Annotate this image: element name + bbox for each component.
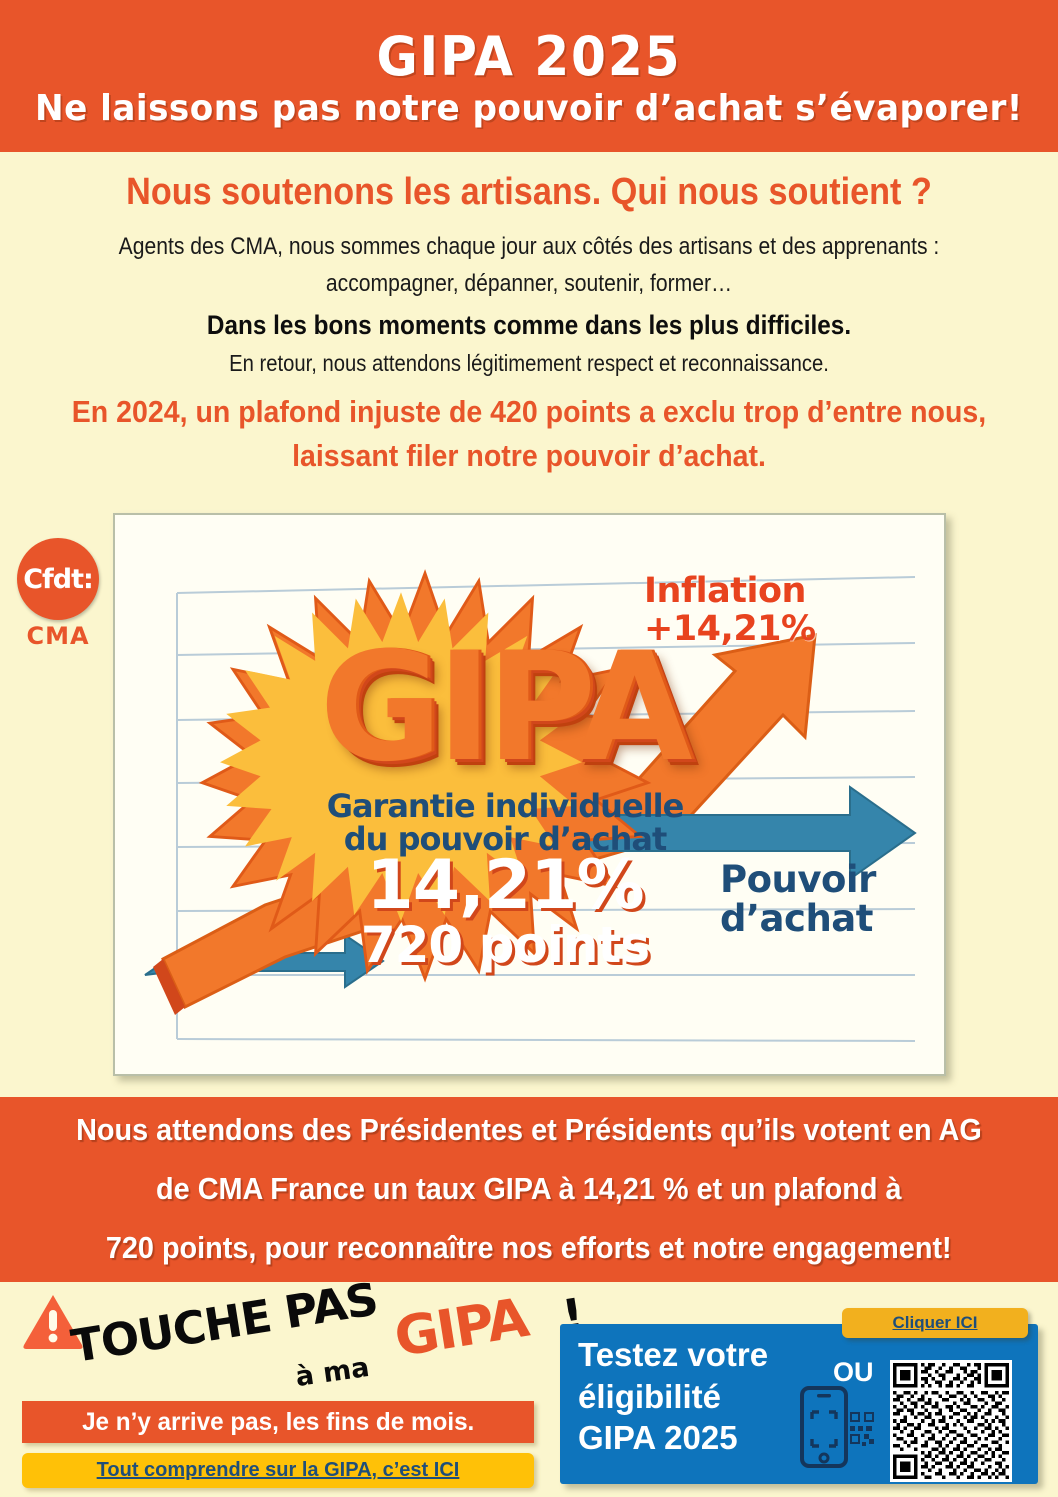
chart-title-gipa: GIPA xyxy=(319,621,692,795)
intro-highlight-line-1: En 2024, un plafond injuste de 420 point… xyxy=(71,394,987,430)
gipa-chart-illustration: GIPA Garantie individuelle du pouvoir d’… xyxy=(113,513,946,1076)
demand-line-3: 720 points, pour reconnaître nos efforts… xyxy=(106,1229,952,1265)
phone-scan-qr-icon xyxy=(800,1386,874,1468)
cliquer-ici-button[interactable]: Cliquer ICI xyxy=(842,1308,1028,1338)
eligibility-title-line-3: GIPA 2025 xyxy=(578,1419,738,1457)
page-title: GIPA 2025 xyxy=(376,24,682,88)
cfdt-logo-text: Cfdt: xyxy=(23,563,94,595)
demand-line-1: Nous attendons des Présidentes et Présid… xyxy=(76,1112,982,1148)
pouvoir-line-1: Pouvoir xyxy=(720,858,876,901)
eligibility-panel: Cliquer ICI Testez votre éligibilité GIP… xyxy=(560,1308,1038,1484)
eligibility-title-line-1: Testez votre xyxy=(578,1336,769,1373)
understand-gipa-link-button[interactable]: Tout comprendre sur la GIPA, c’est ICI xyxy=(22,1453,534,1488)
slogan-word-2: à ma xyxy=(293,1352,372,1393)
cfdt-logo-unit: CMA xyxy=(26,622,90,650)
warning-triangle-icon xyxy=(23,1295,83,1349)
inflation-value: +14,21% xyxy=(644,608,816,649)
intro-paragraph-line-2: accompagner, dépanner, soutenir, former… xyxy=(325,269,733,297)
eligibility-title: Testez votre éligibilité GIPA 2025 xyxy=(578,1334,828,1459)
eligibility-or-label: OU xyxy=(833,1357,874,1387)
demand-banner: Nous attendons des Présidentes et Présid… xyxy=(0,1097,1058,1282)
slogan-artwork: TOUCHE PAS à ma GIPA ! xyxy=(68,1272,588,1394)
page-subtitle: Ne laissons pas notre pouvoir d’achat s’… xyxy=(35,87,1023,129)
qr-code[interactable] xyxy=(890,1360,1012,1482)
inflation-name: Inflation xyxy=(644,571,806,611)
chart-canvas: GIPA Garantie individuelle du pouvoir d’… xyxy=(115,515,944,1074)
chart-gridlines xyxy=(144,569,917,1042)
qr-code-image[interactable] xyxy=(893,1363,1009,1479)
slogan-word-3: GIPA xyxy=(390,1285,532,1369)
gipa-starburst-icon xyxy=(198,569,652,983)
slogan-section: TOUCHE PAS à ma GIPA ! Je n’y arrive pas… xyxy=(22,1272,588,1488)
header-banner: GIPA 2025 Ne laissons pas notre pouvoir … xyxy=(0,0,1058,152)
slogan-orange-bar-text: Je n’y arrive pas, les fins de mois. xyxy=(81,1407,475,1436)
cfdt-circle-icon: Cfdt: xyxy=(17,538,99,620)
intro-highlight-line-2: laissant filer notre pouvoir d’achat. xyxy=(292,437,766,473)
chart-label-pouvoir-achat: Pouvoir d’achat xyxy=(720,858,876,941)
pouvoir-line-2: d’achat xyxy=(720,897,873,941)
cliquer-ici-label[interactable]: Cliquer ICI xyxy=(892,1313,978,1332)
demand-line-2: de CMA France un taux GIPA à 14,21 % et … xyxy=(156,1171,902,1207)
understand-gipa-link-label[interactable]: Tout comprendre sur la GIPA, c’est ICI xyxy=(96,1459,460,1481)
intro-heading: Nous soutenons les artisans. Qui nous so… xyxy=(126,171,932,213)
intro-paragraph-line-1: Agents des CMA, nous sommes chaque jour … xyxy=(118,232,940,260)
eligibility-title-line-2: éligibilité xyxy=(578,1377,722,1415)
cfdt-logo: Cfdt: CMA xyxy=(10,538,106,654)
pouvoir-achat-arrow-right xyxy=(584,785,917,881)
intro-section: Nous soutenons les artisans. Qui nous so… xyxy=(0,152,1058,477)
intro-return-line: En retour, nous attendons légitimement r… xyxy=(229,350,829,377)
intro-strong-line: Dans les bons moments comme dans les plu… xyxy=(206,310,852,341)
chart-label-inflation: Inflation +14,21% xyxy=(644,571,816,649)
slogan-orange-bar: Je n’y arrive pas, les fins de mois. xyxy=(22,1401,534,1443)
